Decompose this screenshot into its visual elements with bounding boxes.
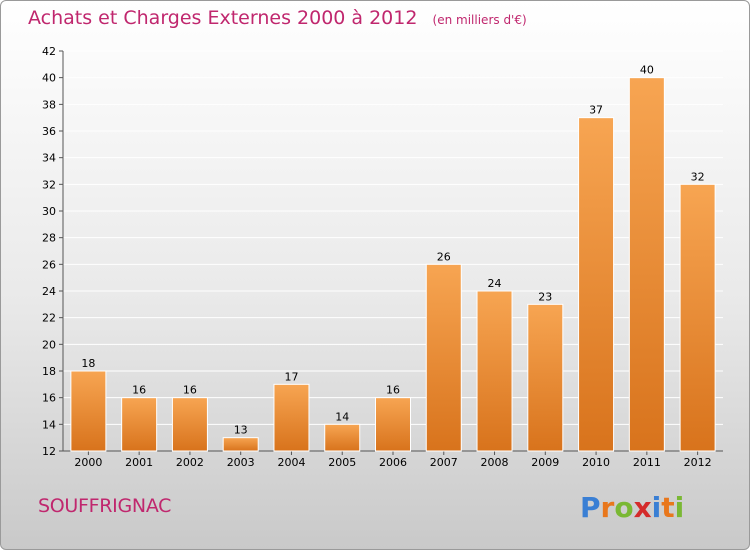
bar-layer [70, 77, 716, 452]
chart-title-main: Achats et Charges Externes 2000 à 2012 [28, 7, 418, 29]
y-tick-label: 26 [42, 258, 56, 271]
label-layer: 18 16 16 13 17 14 16 26 24 23 37 40 32 [81, 64, 704, 437]
data-label-2003: 13 [234, 424, 248, 437]
y-tick-label: 24 [42, 285, 56, 298]
data-label-2000: 18 [81, 357, 95, 370]
x-tick-label-2003: 2003 [227, 456, 255, 469]
x-tick-label-2009: 2009 [531, 456, 559, 469]
commune-name: SOUFFRIGNAC [38, 495, 172, 517]
y-tick-label: 36 [42, 125, 56, 138]
x-tick-label-2007: 2007 [430, 456, 458, 469]
x-tick-label-2006: 2006 [379, 456, 407, 469]
axis-layer: 12 14 16 18 20 22 24 26 28 30 32 34 36 38 40 42 2000 2001… [42, 45, 723, 469]
bar-2003 [222, 437, 259, 452]
y-tick-label: 18 [42, 365, 56, 378]
x-tick-label-2008: 2008 [481, 456, 509, 469]
data-label-2006: 16 [386, 384, 400, 397]
x-tick-label-2010: 2010 [582, 456, 610, 469]
data-label-2010: 37 [589, 104, 603, 117]
y-tick-label: 20 [42, 338, 56, 351]
x-tick-label-2012: 2012 [684, 456, 712, 469]
data-label-2011: 40 [640, 64, 654, 77]
bar-2007 [425, 263, 462, 452]
data-label-2008: 24 [488, 277, 502, 290]
data-label-2001: 16 [132, 384, 146, 397]
bar-2011 [628, 77, 665, 452]
y-tick-label: 42 [42, 45, 56, 58]
y-tick-label: 14 [42, 418, 56, 431]
data-label-2002: 16 [183, 384, 197, 397]
x-tick-label-2002: 2002 [176, 456, 204, 469]
bar-2008 [476, 290, 513, 452]
bar-2004 [273, 383, 310, 452]
y-tick-label: 22 [42, 312, 56, 325]
y-tick-label: 28 [42, 232, 56, 245]
chart-title-unit: (en milliers d'€) [432, 13, 527, 27]
bar-2001 [121, 397, 158, 452]
x-tick-label-2005: 2005 [328, 456, 356, 469]
bar-2010 [578, 117, 615, 452]
data-label-2012: 32 [691, 170, 705, 183]
bar-2006 [375, 397, 411, 452]
proxiti-logo: Proxiti [580, 491, 684, 524]
bar-2005 [324, 423, 361, 452]
bar-2009 [527, 303, 564, 452]
x-tick-label-2004: 2004 [277, 456, 305, 469]
y-tick-label: 38 [42, 98, 56, 111]
y-tick-label: 16 [42, 392, 56, 405]
y-tick-label: 12 [42, 445, 56, 458]
y-tick-label: 40 [42, 72, 56, 85]
y-tick-label: 34 [42, 152, 56, 165]
bar-2000 [70, 370, 107, 452]
x-tick-label-2001: 2001 [125, 456, 153, 469]
data-label-2005: 14 [335, 410, 349, 423]
x-tick-label-2011: 2011 [633, 456, 661, 469]
bar-2012 [679, 183, 716, 452]
bar-2002 [171, 397, 208, 452]
chart-title: Achats et Charges Externes 2000 à 2012 (… [28, 7, 527, 29]
svg-text:Proxiti: Proxiti [580, 491, 684, 524]
data-label-2004: 17 [284, 370, 298, 383]
y-tick-label: 32 [42, 178, 56, 191]
x-tick-label-2000: 2000 [74, 456, 102, 469]
data-label-2007: 26 [437, 250, 451, 263]
data-label-2009: 23 [538, 290, 552, 303]
y-tick-label: 30 [42, 205, 56, 218]
